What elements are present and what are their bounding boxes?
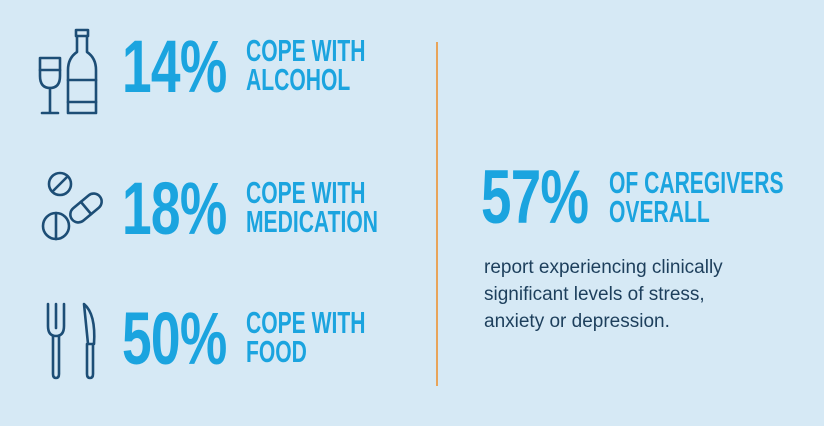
wine-bottle-icon (38, 28, 108, 118)
stat-label-line1: COPE WITH (246, 305, 366, 340)
overall-description: report experiencing clinically significa… (484, 254, 804, 335)
stat-label-line2: FOOD (246, 334, 307, 369)
stat-percent: 14% (122, 25, 227, 108)
stat-label-line1: COPE WITH (246, 33, 366, 68)
stat-label: COPE WITH ALCOHOL (246, 33, 366, 97)
overall-label: OF CAREGIVERS OVERALL (609, 165, 784, 229)
stat-percent: 50% (122, 297, 227, 380)
stat-percent: 18% (122, 167, 227, 250)
stat-alcohol: 14% COPE WITH ALCOHOL (38, 28, 418, 118)
description-line: anxiety or depression. (484, 311, 670, 332)
pills-icon (38, 170, 108, 260)
stat-medication: 18% COPE WITH MEDICATION (38, 170, 418, 260)
stat-label: COPE WITH MEDICATION (246, 175, 378, 239)
overall-percent: 57% (481, 155, 589, 240)
overall-label-line2: OVERALL (609, 194, 710, 229)
fork-knife-icon (38, 300, 108, 390)
vertical-divider (436, 42, 438, 386)
stat-label: COPE WITH FOOD (246, 305, 366, 369)
stat-food: 50% COPE WITH FOOD (38, 300, 418, 390)
stat-label-line2: ALCOHOL (246, 62, 351, 97)
overall-label-line1: OF CAREGIVERS (609, 165, 784, 200)
stat-label-line2: MEDICATION (246, 204, 378, 239)
description-line: significant levels of stress, (484, 284, 705, 305)
description-line: report experiencing clinically (484, 257, 723, 278)
stat-label-line1: COPE WITH (246, 175, 366, 210)
